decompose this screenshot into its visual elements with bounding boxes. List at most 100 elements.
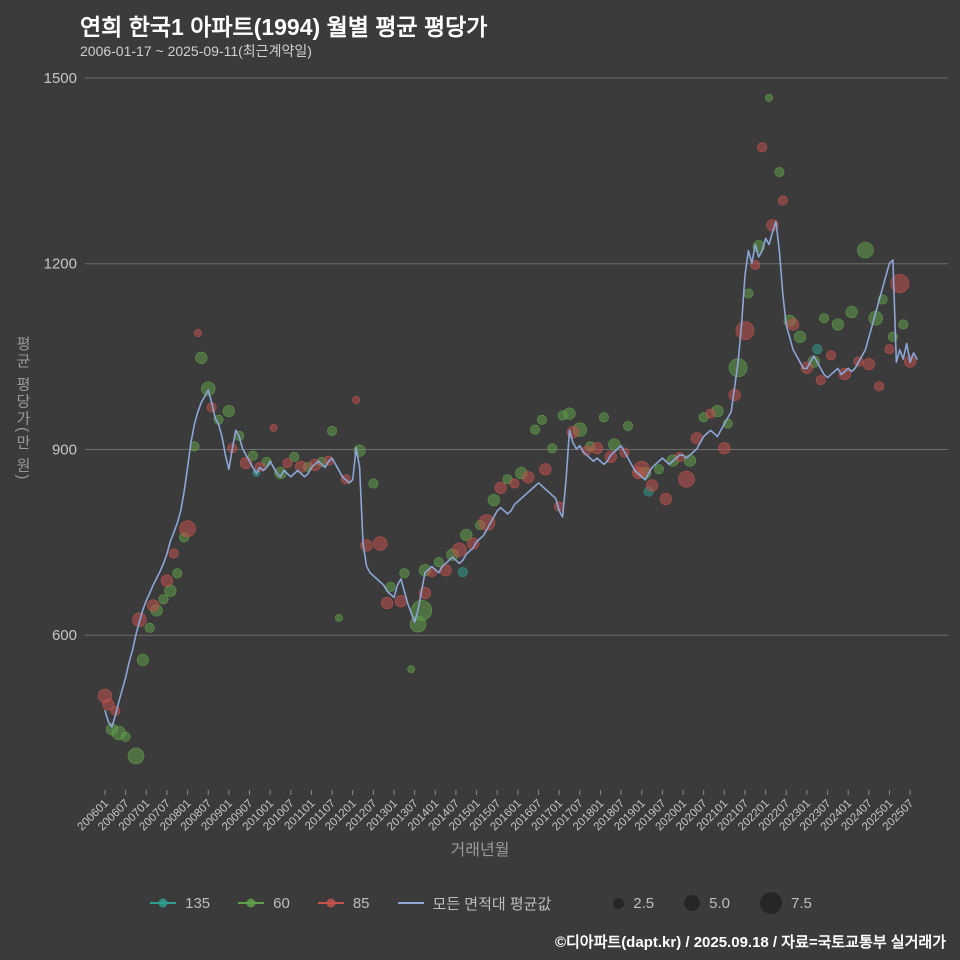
legend-item-60[interactable]: 60 <box>236 895 290 912</box>
legend-item-모든 면적대 평균값[interactable]: 모든 면적대 평균값 <box>396 893 552 914</box>
size-legend-item-7.5: 7.5 <box>760 892 812 914</box>
bubble-85[interactable] <box>659 492 672 506</box>
bubble-85[interactable] <box>147 599 160 612</box>
bubble-85[interactable] <box>522 471 535 484</box>
bubble-85[interactable] <box>777 195 788 206</box>
bubble-60[interactable] <box>530 424 541 435</box>
bubble-60[interactable] <box>765 93 773 102</box>
bubble-85[interactable] <box>705 408 716 419</box>
bubble-135[interactable] <box>812 344 823 355</box>
size-legend-circle-icon <box>684 895 701 911</box>
size-legend-label: 7.5 <box>791 894 812 912</box>
legend-marker-icon <box>397 902 424 904</box>
bubble-60[interactable] <box>222 404 235 418</box>
bubble-85[interactable] <box>862 357 875 371</box>
bubble-85[interactable] <box>269 423 278 432</box>
bubble-60[interactable] <box>831 318 844 331</box>
bubble-60[interactable] <box>819 313 830 324</box>
legend-marker-icon <box>317 898 344 908</box>
bubble-85[interactable] <box>750 259 761 270</box>
bubble-60[interactable] <box>172 568 183 579</box>
bubble-85[interactable] <box>373 536 388 551</box>
bubble-60[interactable] <box>335 613 343 622</box>
bubble-60[interactable] <box>120 731 131 742</box>
bubble-85[interactable] <box>539 463 552 476</box>
bubble-60[interactable] <box>563 407 576 420</box>
bubble-60[interactable] <box>793 330 807 343</box>
legend-label: 85 <box>352 894 370 912</box>
bubble-60[interactable] <box>857 241 874 259</box>
bubble-60[interactable] <box>136 653 149 667</box>
bubble-85[interactable] <box>735 321 755 341</box>
bubble-85[interactable] <box>757 142 768 153</box>
bubble-85[interactable] <box>787 318 800 331</box>
bubble-60[interactable] <box>201 381 216 397</box>
bubble-60[interactable] <box>608 438 621 451</box>
legend-marker-icon <box>238 898 265 908</box>
bubble-60[interactable] <box>158 594 169 605</box>
bubble-85[interactable] <box>838 367 851 381</box>
y-tick-label: 600 <box>52 627 77 644</box>
credit-text: ©디아파트(dapt.kr) / 2025.09.18 / 자료=국토교통부 실… <box>554 934 946 951</box>
bubble-60[interactable] <box>774 167 785 178</box>
bubble-85[interactable] <box>645 479 659 492</box>
bubble-60[interactable] <box>598 412 609 423</box>
bubble-60[interactable] <box>195 351 208 364</box>
bubble-60[interactable] <box>743 288 754 299</box>
bubble-85[interactable] <box>352 396 361 404</box>
bubble-60[interactable] <box>127 747 145 765</box>
bubble-85[interactable] <box>509 478 520 489</box>
legend-label: 모든 면적대 평균값 <box>432 895 552 913</box>
bubble-60[interactable] <box>547 443 558 454</box>
bubble-60[interactable] <box>460 528 473 542</box>
bubble-85[interactable] <box>394 595 407 608</box>
bubble-85[interactable] <box>102 698 115 711</box>
y-tick-label: 900 <box>52 441 77 458</box>
bubble-85[interactable] <box>452 542 467 557</box>
bubble-60[interactable] <box>327 425 338 436</box>
bubble-60[interactable] <box>144 622 155 633</box>
bubble-85[interactable] <box>718 442 731 455</box>
y-axis-label: 평균 평당가(만 원) <box>14 336 31 482</box>
bubble-60[interactable] <box>368 478 379 489</box>
bubble-85[interactable] <box>590 442 604 455</box>
bubble-85[interactable] <box>168 548 179 559</box>
bubble-60[interactable] <box>247 450 258 461</box>
bubble-60[interactable] <box>487 494 500 507</box>
bubble-60[interactable] <box>399 568 410 579</box>
avg-line[interactable] <box>104 220 918 728</box>
bubble-85[interactable] <box>678 470 695 488</box>
bubble-85[interactable] <box>815 375 826 386</box>
bubble-85[interactable] <box>467 537 480 550</box>
size-legend-item-2.5: 2.5 <box>613 895 654 912</box>
bubble-85[interactable] <box>884 344 895 355</box>
bubble-85[interactable] <box>282 458 293 469</box>
x-axis-label: 거래년월 <box>450 842 510 859</box>
legend-marker-icon <box>150 898 177 908</box>
y-tick-label: 1500 <box>44 70 77 87</box>
bubble-60[interactable] <box>385 581 396 592</box>
legend-item-135[interactable]: 135 <box>148 895 210 912</box>
chart-title: 연희 한국1 아파트(1994) 월별 평균 평당가 <box>80 14 488 40</box>
bubble-85[interactable] <box>160 574 174 587</box>
bubble-135[interactable] <box>457 567 468 578</box>
bubble-60[interactable] <box>622 420 633 431</box>
bubble-60[interactable] <box>536 414 547 425</box>
bubble-85[interactable] <box>494 481 507 494</box>
bubble-85[interactable] <box>381 596 394 610</box>
legend-item-85[interactable]: 85 <box>316 895 370 912</box>
bubble-60[interactable] <box>845 305 858 319</box>
bubble-85[interactable] <box>874 381 885 392</box>
legend-label: 60 <box>273 894 290 912</box>
bubble-85[interactable] <box>825 350 836 361</box>
bubble-60[interactable] <box>653 464 664 475</box>
bubble-85[interactable] <box>674 451 685 462</box>
bubble-85[interactable] <box>193 329 202 337</box>
bubble-60[interactable] <box>433 557 444 568</box>
bubble-85[interactable] <box>890 274 910 293</box>
bubble-60[interactable] <box>289 451 300 462</box>
bubble-60[interactable] <box>407 665 416 674</box>
bubble-85[interactable] <box>179 520 196 538</box>
bubble-60[interactable] <box>898 319 909 330</box>
